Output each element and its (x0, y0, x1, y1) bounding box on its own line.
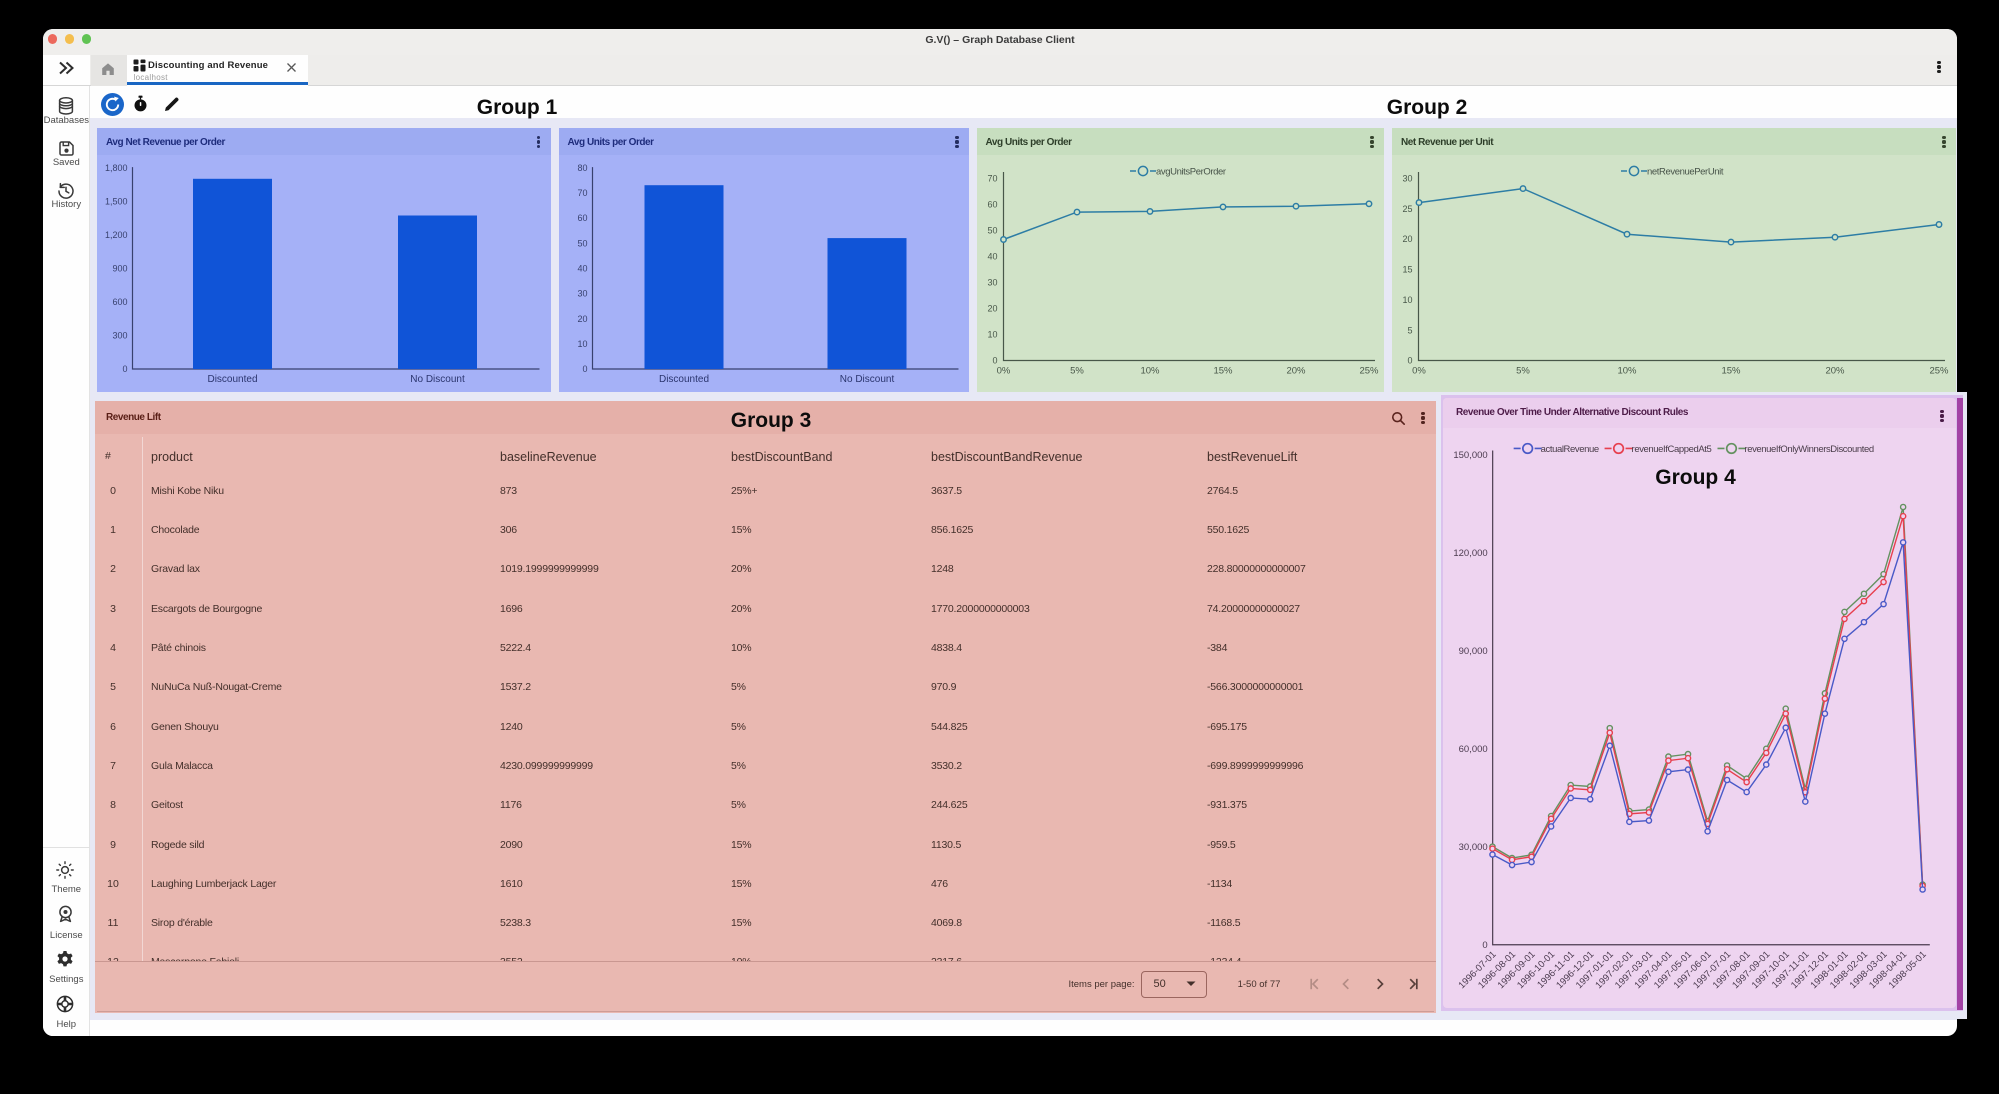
svg-text:30: 30 (1402, 174, 1412, 184)
svg-text:120,000: 120,000 (1453, 548, 1487, 559)
svg-text:900: 900 (112, 264, 127, 274)
svg-text:avgUnitsPerOrder: avgUnitsPerOrder (1156, 167, 1226, 178)
svg-text:15%: 15% (1213, 366, 1233, 377)
svg-text:30: 30 (987, 278, 997, 288)
svg-text:10%: 10% (1617, 366, 1637, 377)
svg-text:60: 60 (577, 213, 587, 223)
svg-text:1,800: 1,800 (105, 163, 128, 173)
svg-text:80: 80 (577, 163, 587, 173)
svg-text:actualRevenue: actualRevenue (1541, 444, 1599, 455)
svg-text:revenueIfOnlyWinnersDiscounted: revenueIfOnlyWinnersDiscounted (1744, 444, 1873, 455)
svg-text:60: 60 (987, 200, 997, 210)
svg-text:0: 0 (1407, 356, 1412, 366)
svg-text:1,200: 1,200 (105, 230, 128, 240)
svg-text:50: 50 (987, 226, 997, 236)
svg-text:5: 5 (1407, 325, 1412, 335)
svg-text:0: 0 (122, 364, 127, 374)
svg-text:Discounted: Discounted (658, 374, 708, 385)
svg-text:40: 40 (987, 252, 997, 262)
svg-text:5%: 5% (1070, 366, 1084, 377)
svg-text:10: 10 (987, 330, 997, 340)
svg-text:20: 20 (577, 314, 587, 324)
svg-text:40: 40 (577, 264, 587, 274)
svg-text:10%: 10% (1140, 366, 1160, 377)
svg-text:20: 20 (987, 304, 997, 314)
svg-text:15%: 15% (1721, 366, 1741, 377)
svg-text:50: 50 (577, 238, 587, 248)
svg-text:0: 0 (582, 364, 587, 374)
svg-text:0: 0 (1482, 940, 1487, 951)
svg-text:No Discount: No Discount (839, 374, 894, 385)
svg-text:300: 300 (112, 331, 127, 341)
svg-text:20%: 20% (1286, 366, 1306, 377)
svg-text:10: 10 (577, 339, 587, 349)
svg-text:20: 20 (1402, 234, 1412, 244)
svg-text:30,000: 30,000 (1459, 842, 1488, 853)
svg-text:600: 600 (112, 297, 127, 307)
svg-text:70: 70 (577, 188, 587, 198)
svg-text:15: 15 (1402, 265, 1412, 275)
svg-text:5%: 5% (1516, 366, 1530, 377)
svg-text:25%: 25% (1359, 366, 1379, 377)
svg-text:0%: 0% (996, 366, 1010, 377)
svg-text:Discounted: Discounted (207, 374, 257, 385)
svg-text:90,000: 90,000 (1459, 646, 1488, 657)
svg-text:30: 30 (577, 289, 587, 299)
svg-text:0: 0 (992, 356, 997, 366)
svg-text:No Discount: No Discount (410, 374, 465, 385)
svg-text:20%: 20% (1825, 366, 1845, 377)
svg-text:150,000: 150,000 (1453, 450, 1487, 461)
svg-text:25: 25 (1402, 204, 1412, 214)
svg-text:netRevenuePerUnit: netRevenuePerUnit (1647, 167, 1724, 178)
svg-text:25%: 25% (1929, 366, 1949, 377)
svg-text:70: 70 (987, 174, 997, 184)
svg-text:60,000: 60,000 (1459, 744, 1488, 755)
svg-text:0%: 0% (1412, 366, 1426, 377)
svg-text:1,500: 1,500 (105, 196, 128, 206)
svg-text:10: 10 (1402, 295, 1412, 305)
svg-text:revenueIfCappedAt5: revenueIfCappedAt5 (1632, 444, 1712, 455)
